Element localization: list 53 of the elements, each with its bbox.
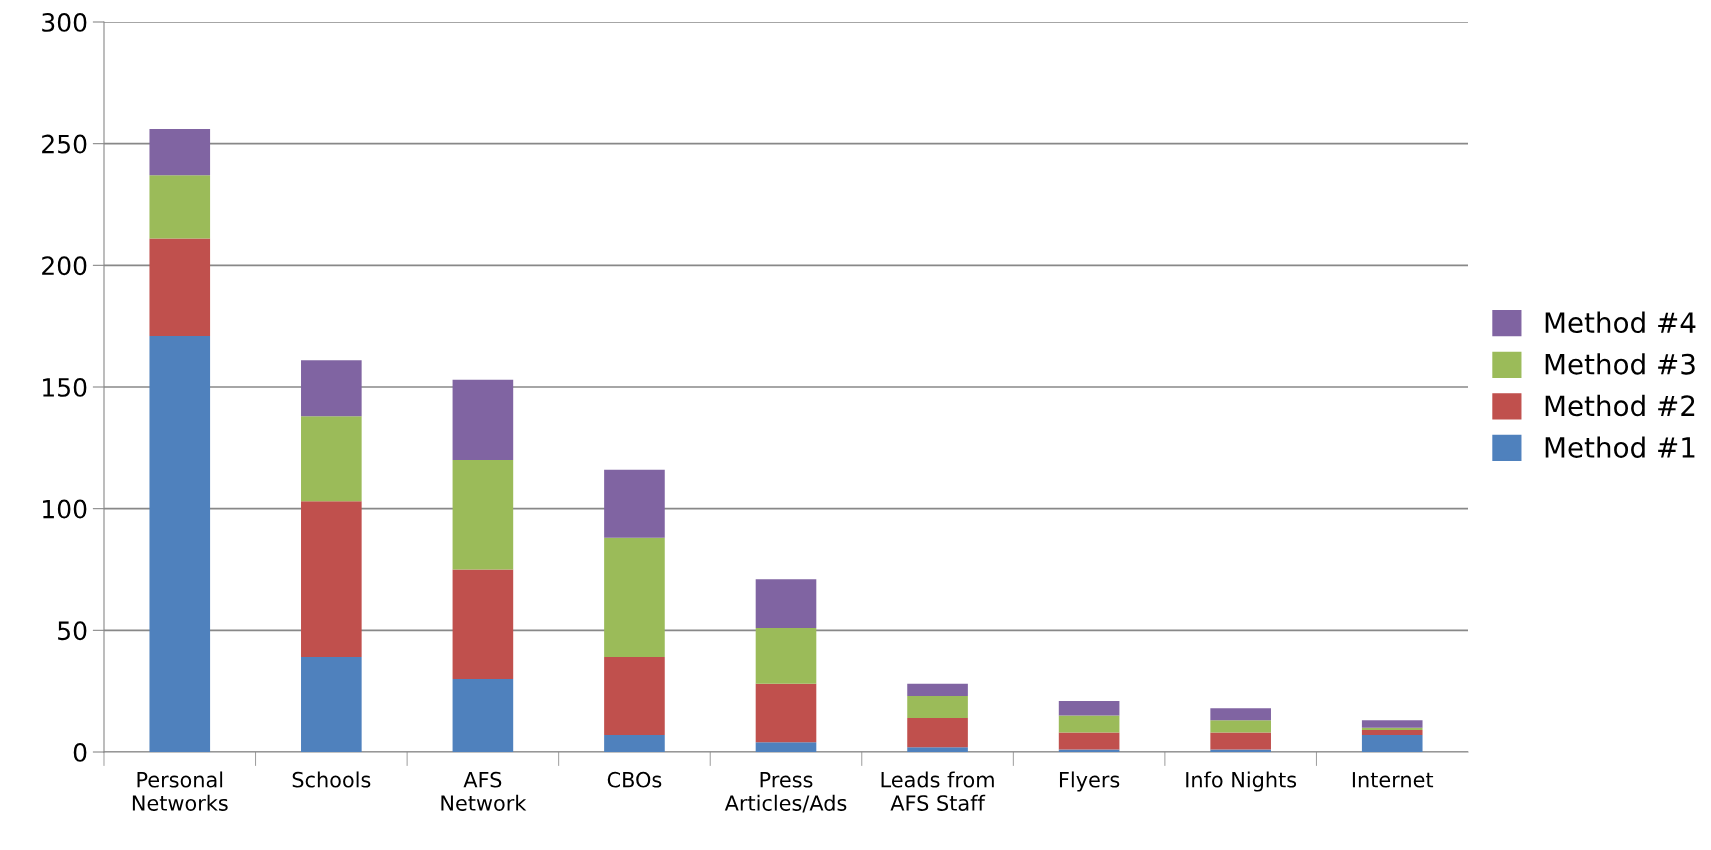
bar — [1210, 720, 1271, 733]
bar — [149, 175, 211, 239]
x-tick-label: Info Nights — [1186, 771, 1297, 792]
bar — [149, 129, 211, 176]
bar — [604, 734, 665, 752]
x-tick-label: Schools — [292, 771, 371, 788]
bar — [1210, 708, 1271, 721]
bar — [1058, 700, 1120, 716]
bar — [755, 683, 817, 743]
x-tick-label: CBOs — [607, 771, 662, 788]
bar — [1361, 720, 1423, 728]
x-tick-label: Press Articles/Ads — [724, 772, 847, 813]
legend-label: Method #2 — [1545, 394, 1695, 417]
bar — [1361, 730, 1423, 735]
bar — [149, 238, 211, 336]
bar — [1361, 734, 1423, 752]
y-tick-label: 50 — [58, 621, 87, 641]
bar — [755, 579, 817, 628]
bar — [452, 460, 514, 570]
bar — [301, 416, 362, 502]
bar — [452, 569, 514, 679]
bar — [1210, 732, 1271, 750]
bar — [907, 717, 968, 748]
bar — [301, 360, 362, 417]
bar — [907, 747, 968, 752]
x-tick-label: Personal Networks — [132, 771, 228, 811]
bar — [301, 501, 362, 658]
bar — [301, 657, 362, 752]
legend-label: Method #1 — [1545, 436, 1695, 458]
bar — [452, 379, 514, 460]
x-tick-label: AFS Network — [441, 771, 527, 811]
bar — [452, 679, 514, 752]
bar — [907, 696, 968, 718]
bar — [604, 537, 665, 658]
x-tick-label: Leads from AFS Staff — [881, 771, 994, 811]
x-tick-label: Flyers — [1059, 771, 1120, 792]
y-tick-label: 250 — [42, 134, 87, 154]
bar — [149, 335, 211, 752]
bar — [604, 469, 665, 538]
x-tick-label: Internet — [1352, 772, 1434, 788]
y-tick-label: 300 — [42, 12, 87, 32]
bar — [755, 627, 817, 684]
y-tick-label: 0 — [73, 742, 87, 762]
bar — [604, 657, 665, 735]
legend-label: Method #4 — [1545, 311, 1696, 334]
y-tick-label: 150 — [43, 377, 87, 397]
bar — [755, 742, 817, 752]
bar — [1058, 715, 1120, 733]
bar — [1058, 732, 1120, 750]
y-tick-label: 100 — [43, 499, 87, 519]
bar — [907, 683, 968, 697]
legend-label: Method #3 — [1545, 353, 1695, 375]
y-tick-label: 200 — [42, 256, 87, 276]
